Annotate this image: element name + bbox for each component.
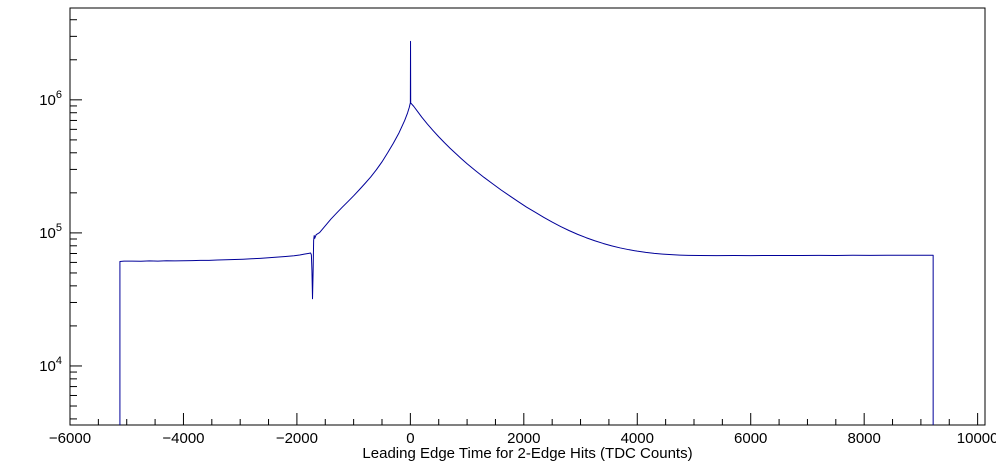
x-tick-label: 8000: [847, 430, 880, 447]
x-tick-label: 4000: [621, 430, 654, 447]
x-tick-label: −2000: [276, 430, 318, 447]
x-tick-label: 0: [406, 430, 414, 447]
x-axis-title: Leading Edge Time for 2-Edge Hits (TDC C…: [362, 445, 693, 462]
plot-frame: [69, 7, 986, 426]
y-tick-label: 104: [39, 355, 62, 375]
y-tick-label: 105: [39, 222, 62, 242]
x-tick-label: 2000: [507, 430, 540, 447]
x-tick-label: 10000: [957, 430, 996, 447]
histogram-line: [119, 40, 934, 425]
x-tick-label: −4000: [162, 430, 204, 447]
x-tick-label: 6000: [734, 430, 767, 447]
y-tick-label: 106: [39, 89, 62, 109]
x-tick-label: −6000: [49, 430, 91, 447]
